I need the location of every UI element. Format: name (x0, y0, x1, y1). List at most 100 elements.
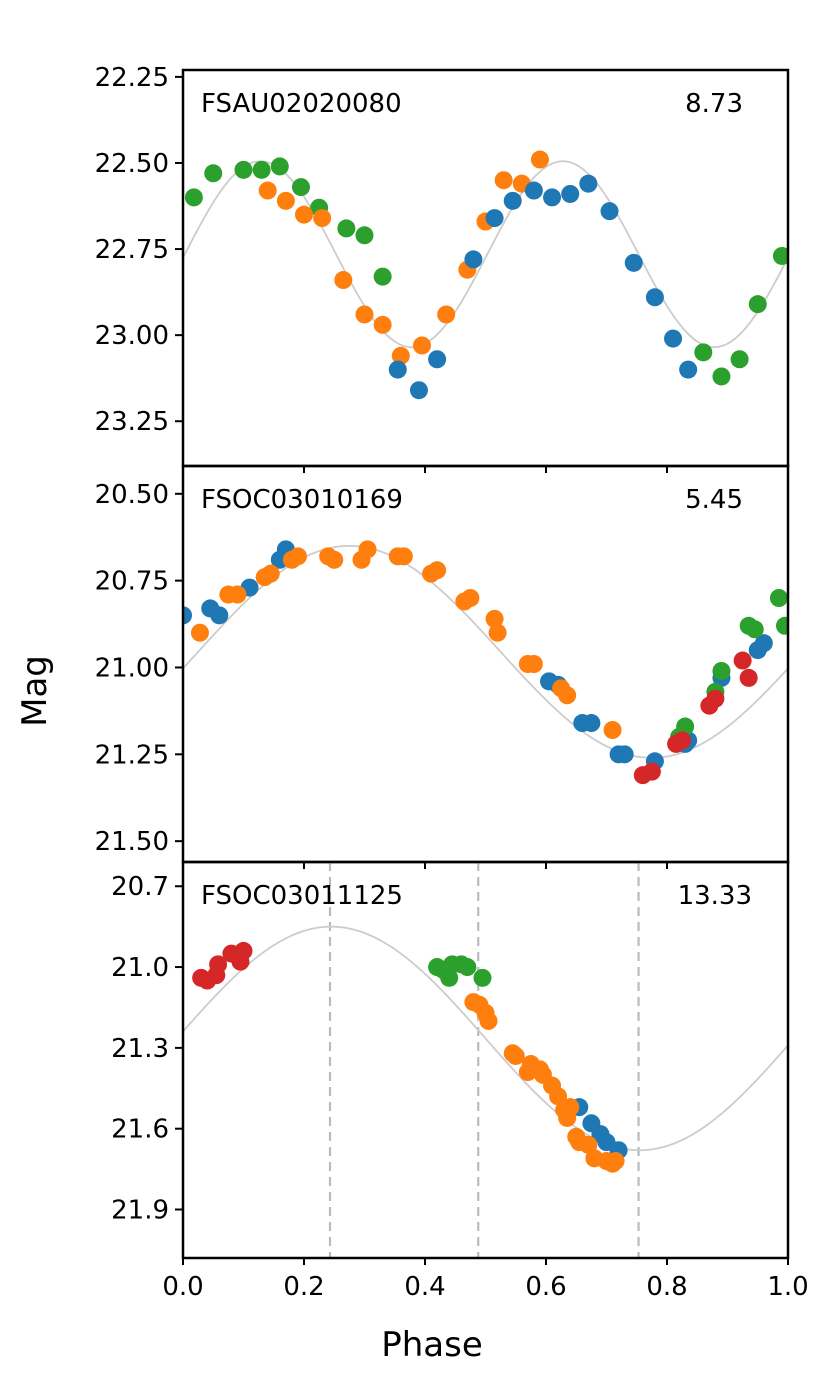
data-point-blue (388, 360, 407, 379)
y-tick-label: 21.6 (111, 1115, 169, 1145)
data-point-blue (428, 350, 447, 369)
data-point-orange (488, 623, 507, 642)
data-point-blue (615, 745, 634, 764)
data-point-orange (258, 181, 277, 200)
y-tick-label: 21.00 (95, 653, 169, 683)
y-tick-label: 21.9 (111, 1196, 169, 1226)
data-point-green (712, 661, 731, 680)
data-point-orange (479, 1011, 498, 1030)
data-point-blue (409, 381, 428, 400)
y-tick-label: 21.3 (111, 1034, 169, 1064)
data-point-green (355, 226, 374, 245)
panels-group: 22.25 22.50 22.75 23.00 23.25 FSAU02020080 8.7… (95, 63, 809, 1302)
data-point-red (642, 762, 661, 781)
data-point-blue (503, 191, 522, 210)
data-point-green (458, 958, 477, 977)
data-point-green (712, 367, 731, 386)
series-red (633, 651, 758, 785)
data-point-orange (579, 1135, 598, 1154)
data-point-green (204, 164, 223, 183)
y-tick-label: 20.75 (95, 567, 169, 597)
data-point-orange (373, 315, 392, 334)
plot-area-middle (183, 540, 788, 785)
star-id-label: FSAU02020080 (201, 89, 402, 119)
data-point-orange (524, 655, 543, 673)
plot-area-bottom (183, 862, 788, 1258)
star-value-label: 13.33 (678, 881, 752, 911)
data-point-orange (313, 209, 332, 228)
data-point-orange (428, 561, 447, 580)
panel-middle: 20.50 20.75 21.00 21.25 21.50 FSOC03010169 5.4… (95, 464, 790, 869)
panel-frame (181, 464, 790, 864)
data-point-blue (624, 253, 643, 272)
data-point-red (234, 941, 253, 960)
x-tick-label: 0.4 (404, 1272, 445, 1302)
data-point-red (209, 955, 228, 974)
y-tick-label: 21.50 (95, 827, 169, 857)
y-tick-label: 21.25 (95, 740, 169, 770)
data-point-orange (506, 1046, 525, 1065)
y-tick-label: 22.75 (95, 235, 169, 265)
data-point-blue (664, 329, 683, 348)
data-point-blue (579, 174, 598, 193)
data-point-orange (461, 589, 480, 607)
data-point-orange (485, 609, 504, 628)
data-point-orange (325, 550, 344, 569)
data-point-orange (412, 336, 431, 355)
data-point-blue (543, 188, 562, 207)
star-id-label: FSOC03010169 (201, 485, 403, 515)
data-point-blue (754, 634, 773, 653)
y-tick-label: 21.0 (111, 953, 169, 983)
data-point-orange (228, 585, 247, 604)
y-tick-label: 23.00 (95, 321, 169, 351)
data-point-blue (645, 288, 664, 307)
data-point-blue (464, 250, 483, 269)
x-tick-label: 0.6 (525, 1272, 566, 1302)
star-id-label: FSOC03011125 (201, 881, 403, 911)
data-point-orange (276, 191, 295, 210)
data-point-blue (582, 714, 601, 733)
data-point-blue (183, 606, 192, 625)
data-point-red (733, 651, 752, 670)
series-orange (258, 150, 549, 365)
series-orange (464, 993, 625, 1173)
data-point-green (440, 968, 459, 987)
data-point-orange (437, 305, 456, 324)
series-orange (190, 540, 622, 739)
data-point-orange (261, 564, 280, 583)
data-point-green (676, 717, 695, 736)
y-tick-label: 20.7 (111, 872, 169, 902)
y-tick-label: 23.25 (95, 407, 169, 437)
data-point-orange (295, 205, 313, 224)
x-tick-label: 0.8 (646, 1272, 687, 1302)
data-point-green (473, 968, 492, 987)
data-point-green (745, 620, 764, 639)
data-point-green (373, 267, 392, 286)
x-tick-label: 0.0 (162, 1272, 203, 1302)
x-tick-label: 0.2 (283, 1272, 324, 1302)
data-point-orange (530, 150, 549, 169)
data-point-orange (494, 171, 513, 190)
panel-top: 22.25 22.50 22.75 23.00 23.25 FSAU02020080 8.7… (95, 63, 790, 473)
x-tick-label: 1.0 (767, 1272, 808, 1302)
model-curve (183, 925, 788, 1152)
data-point-blue (679, 360, 698, 379)
data-point-orange (603, 721, 622, 739)
data-point-red (673, 731, 692, 750)
data-point-green (291, 178, 310, 197)
data-point-blue (485, 209, 504, 228)
data-point-green (270, 157, 289, 176)
plot-area-top (183, 150, 788, 400)
panel-frame (181, 860, 790, 1260)
data-point-orange (394, 547, 413, 566)
data-point-blue (210, 606, 229, 625)
y-axis-title: Mag (15, 655, 55, 727)
data-point-blue (561, 184, 580, 203)
data-point-orange (561, 1098, 580, 1117)
data-point-green (772, 246, 788, 265)
series-blue (388, 174, 698, 400)
panel-frame (181, 68, 790, 468)
star-value-label: 5.45 (685, 485, 743, 515)
data-point-orange (558, 686, 577, 705)
